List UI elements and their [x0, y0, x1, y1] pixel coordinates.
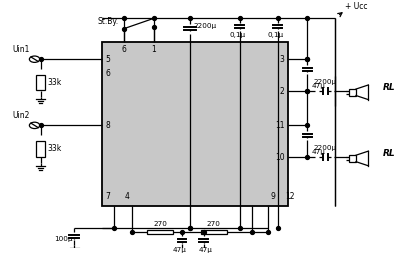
Text: 100μ: 100μ: [54, 236, 72, 242]
Bar: [349, 155, 356, 162]
Text: 47μ: 47μ: [312, 83, 325, 89]
Text: RL: RL: [383, 149, 396, 158]
Text: 47μ: 47μ: [312, 149, 325, 155]
Text: 6: 6: [122, 45, 127, 54]
Text: 270: 270: [153, 220, 167, 227]
Text: 1: 1: [152, 45, 156, 54]
Text: St.By.: St.By.: [98, 17, 119, 26]
Bar: [147, 230, 173, 234]
Text: 5: 5: [106, 55, 110, 64]
Text: 2200μ: 2200μ: [194, 23, 217, 29]
Text: 270: 270: [207, 220, 221, 227]
Text: 7: 7: [106, 192, 110, 201]
Text: RL: RL: [383, 83, 396, 92]
Bar: [349, 89, 356, 96]
Bar: [36, 141, 45, 157]
Text: 2: 2: [280, 87, 284, 96]
Text: 8: 8: [106, 121, 110, 130]
Text: 2200μ: 2200μ: [314, 145, 337, 151]
Text: 47μ: 47μ: [173, 247, 187, 253]
Text: 2200μ: 2200μ: [314, 79, 337, 85]
Text: 9: 9: [271, 192, 276, 201]
Text: Uin1: Uin1: [13, 45, 30, 54]
Text: Uin2: Uin2: [13, 111, 30, 120]
Text: 0,1μ: 0,1μ: [230, 32, 246, 38]
Text: 6: 6: [106, 69, 110, 78]
Bar: [201, 230, 227, 234]
Text: 47μ: 47μ: [199, 247, 213, 253]
Text: 4: 4: [124, 192, 129, 201]
Text: 12: 12: [286, 192, 295, 201]
Text: 3: 3: [280, 55, 284, 64]
Text: 10: 10: [275, 153, 284, 162]
Text: 33k: 33k: [48, 144, 62, 153]
Text: 11: 11: [275, 121, 284, 130]
Bar: [102, 42, 288, 206]
Text: 0,1μ: 0,1μ: [268, 32, 284, 38]
Text: + Ucc: + Ucc: [345, 3, 368, 11]
Text: 33k: 33k: [48, 78, 62, 87]
Bar: [36, 74, 45, 90]
